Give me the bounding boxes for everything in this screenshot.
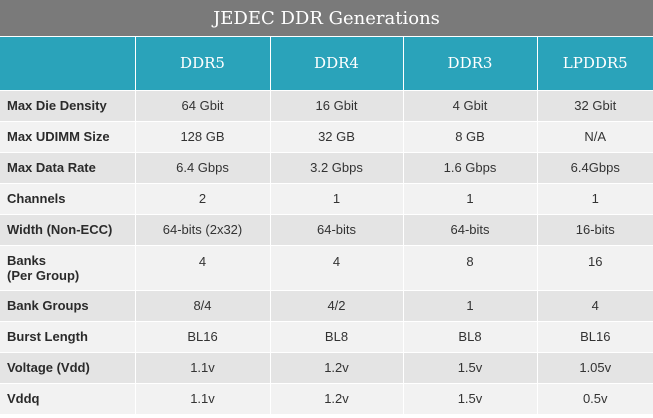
row-label: Max UDIMM Size [0,120,135,152]
row-label: Width (Non-ECC) [0,213,135,245]
cell-value: 32 Gbit [536,89,653,121]
table-title: JEDEC DDR Generations [0,0,653,37]
cell-value: 1.1v [134,382,270,414]
cell-value: 64-bits [269,213,403,245]
table-row: Max UDIMM Size 128 GB 32 GB 8 GB N/A [0,120,653,152]
cell-value: 1.2v [269,351,403,383]
table-row: Max Data Rate 6.4 Gbps 3.2 Gbps 1.6 Gbps 6.4… [0,151,653,183]
header-corner [0,37,135,90]
cell-value: 6.4 Gbps [134,151,270,183]
cell-value: 64 Gbit [134,89,270,121]
cell-value: BL16 [536,320,653,352]
cell-value: 4 [134,244,270,290]
cell-value: 4 Gbit [402,89,537,121]
cell-value: 4 [536,289,653,321]
cell-value: 0.5v [536,382,653,414]
row-label-line: Burst Length [7,329,88,344]
table-row: Bank Groups 8/4 4/2 1 4 [0,289,653,321]
table-row: Banks (Per Group) 4 4 8 16 [0,244,653,290]
cell-value: 1.1v [134,351,270,383]
cell-value: 3.2 Gbps [269,151,403,183]
row-label-line: Bank Groups [7,298,89,313]
cell-value: 128 GB [134,120,270,152]
row-label: Channels [0,182,135,214]
cell-value: 1.2v [269,382,403,414]
table-row: Channels 2 1 1 1 [0,182,653,214]
cell-value: 1 [269,182,403,214]
cell-value: 1 [536,182,653,214]
row-label: Max Die Density [0,89,135,121]
row-label-line: Channels [7,191,66,206]
row-label: Banks (Per Group) [0,244,135,290]
row-label-line: Voltage (Vdd) [7,360,90,375]
header-ddr5: DDR5 [134,37,270,90]
cell-value: 64-bits (2x32) [134,213,270,245]
table-row: Voltage (Vdd) 1.1v 1.2v 1.5v 1.05v [0,351,653,383]
row-label-line: Width (Non-ECC) [7,222,113,237]
cell-value: 4 [269,244,403,290]
table-row: Max Die Density 64 Gbit 16 Gbit 4 Gbit 32 Gb… [0,89,653,121]
cell-value: 32 GB [269,120,403,152]
cell-value: 8 GB [402,120,537,152]
row-label: Voltage (Vdd) [0,351,135,383]
cell-value: 16 [536,244,653,290]
cell-value: 16 Gbit [269,89,403,121]
row-label: Burst Length [0,320,135,352]
header-ddr4: DDR4 [269,37,403,90]
row-label: Vddq [0,382,135,414]
header-ddr3: DDR3 [402,37,537,90]
cell-value: BL8 [402,320,537,352]
cell-value: 2 [134,182,270,214]
row-label-line: (Per Group) [7,267,80,283]
cell-value: N/A [536,120,653,152]
cell-value: 64-bits [402,213,537,245]
header-lpddr5: LPDDR5 [536,37,653,90]
cell-value: 1 [402,289,537,321]
cell-value: 6.4Gbps [536,151,653,183]
row-label: Max Data Rate [0,151,135,183]
cell-value: 8 [402,244,537,290]
row-label-line: Max Data Rate [7,160,96,175]
cell-value: 1.05v [536,351,653,383]
cell-value: BL16 [134,320,270,352]
table-row: Vddq 1.1v 1.2v 1.5v 0.5v [0,382,653,414]
row-label: Bank Groups [0,289,135,321]
row-label-line: Max UDIMM Size [7,129,110,144]
cell-value: BL8 [269,320,403,352]
table-row: Width (Non-ECC) 64-bits (2x32) 64-bits 64-b… [0,213,653,245]
cell-value: 1.5v [402,351,537,383]
row-label-line: Vddq [7,391,40,407]
cell-value: 16-bits [536,213,653,245]
cell-value: 1.5v [402,382,537,414]
header-row: DDR5 DDR4 DDR3 LPDDR5 [0,37,653,90]
table-row: Burst Length BL16 BL8 BL8 BL16 [0,320,653,352]
ddr-comparison-table: DDR5 DDR4 DDR3 LPDDR5 Max Die Density 64 … [0,37,653,414]
cell-value: 1.6 Gbps [402,151,537,183]
cell-value: 4/2 [269,289,403,321]
row-label-line: Banks [7,252,47,268]
cell-value: 8/4 [134,289,270,321]
cell-value: 1 [402,182,537,214]
row-label-line: Max Die Density [7,98,107,113]
